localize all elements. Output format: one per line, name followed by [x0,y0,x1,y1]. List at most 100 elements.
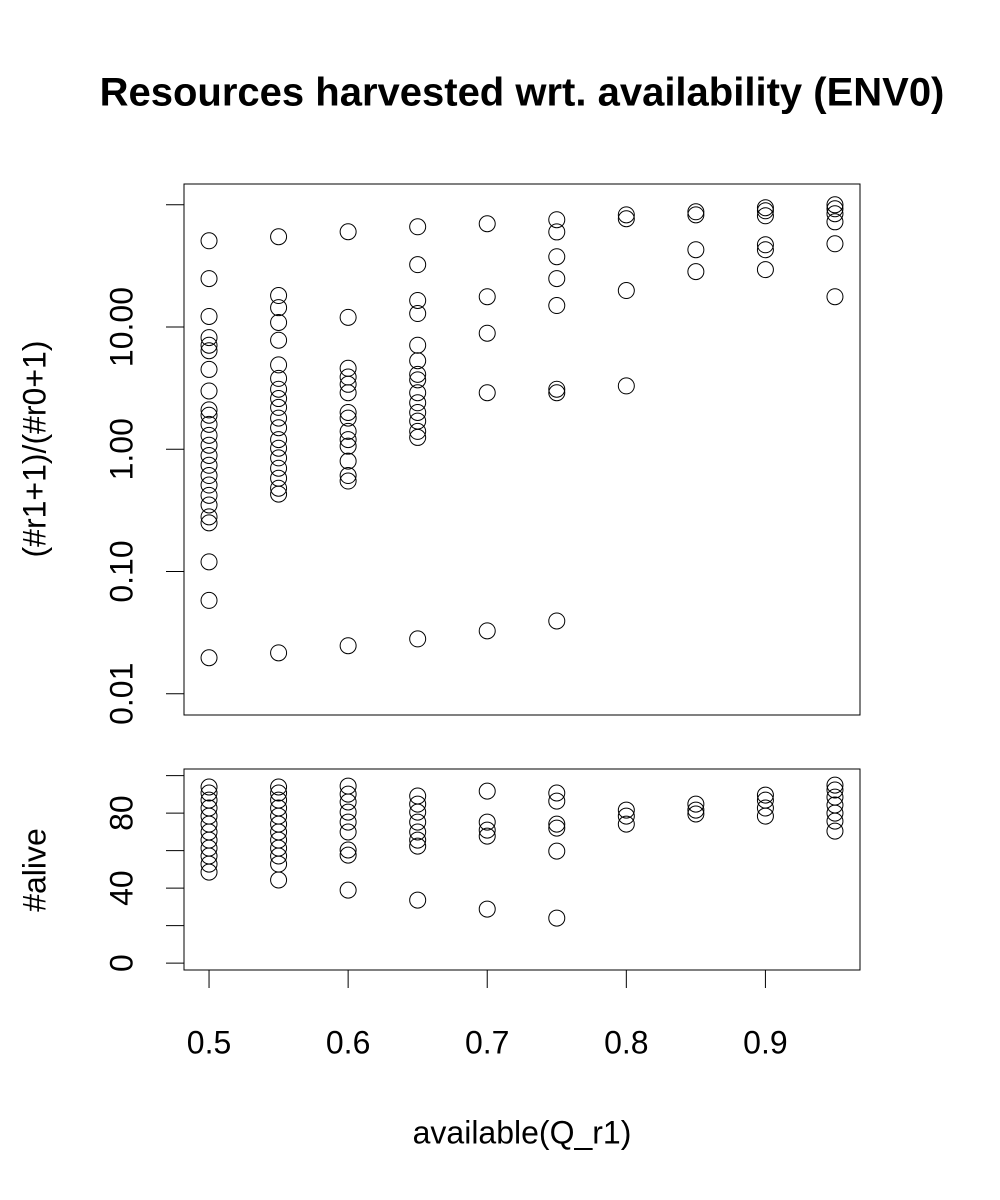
data-point [270,313,288,331]
data-point [200,508,218,526]
data-point [548,792,566,810]
data-point [478,324,496,342]
data-point [270,287,288,305]
data-point [409,422,427,440]
data-point [687,805,705,823]
data-point [409,218,427,236]
data-point [409,371,427,389]
data-point [270,331,288,349]
data-point [617,815,635,833]
y-tick-label: 10.00 [103,287,139,367]
data-point [409,403,427,421]
data-point [270,449,288,467]
data-point [617,210,635,228]
data-point [826,812,844,830]
chart-title: Resources harvested wrt. availability (E… [100,71,945,115]
data-point [478,821,496,839]
data-point [617,801,635,819]
data-point [339,881,357,899]
data-point [548,819,566,837]
data-point [339,384,357,402]
data-point [409,305,427,323]
data-point [200,778,218,796]
data-point [478,288,496,306]
y-tick-label: 0.10 [103,540,139,602]
data-point [478,900,496,918]
data-point [409,291,427,309]
data-point [756,202,774,220]
x-tick-label: 0.7 [465,1024,509,1060]
data-point [270,871,288,889]
data-point [339,431,357,449]
data-point [339,308,357,326]
data-point [200,336,218,354]
data-point [200,553,218,571]
data-point [200,342,218,360]
data-point [200,360,218,378]
data-point [409,795,427,813]
data-point [409,831,427,849]
data-point [339,841,357,859]
data-point [200,446,218,464]
data-point [478,384,496,402]
data-point [548,223,566,241]
data-point [687,801,705,819]
data-point [548,270,566,288]
y-tick-label: 0.01 [103,663,139,725]
data-point [200,401,218,419]
data-point [826,781,844,799]
data-point [200,496,218,514]
data-point [200,467,218,485]
data-point [409,384,427,402]
data-point [270,644,288,662]
data-point [687,206,705,224]
data-point [617,377,635,395]
data-point [409,352,427,370]
data-point [270,485,288,503]
data-point [687,241,705,259]
data-point [200,406,218,424]
data-point [478,813,496,831]
data-point [270,431,288,449]
data-point [826,288,844,306]
data-point [826,235,844,253]
data-point [687,263,705,281]
y-tick-label: 1.00 [103,418,139,480]
data-point [409,803,427,821]
data-point [339,437,357,455]
x-tick-label: 0.9 [743,1024,787,1060]
data-point [200,232,218,250]
data-point [200,649,218,667]
data-point [826,804,844,822]
data-point [756,261,774,279]
data-point [270,228,288,246]
data-point [270,778,288,796]
y-tick-label: 0 [103,954,139,972]
data-point [756,807,774,825]
data-point [409,365,427,383]
data-point [548,815,566,833]
x-tick-label: 0.8 [604,1024,648,1060]
x-tick-label: 0.5 [187,1024,231,1060]
data-point [548,612,566,630]
data-point [617,807,635,825]
data-point [409,891,427,909]
data-point [409,813,427,831]
data-point [617,206,635,224]
data-point [200,270,218,288]
data-point [339,422,357,440]
data-point [200,307,218,325]
data-point [270,356,288,374]
data-point [270,369,288,387]
data-point [339,403,357,421]
data-point [548,297,566,315]
data-point [270,299,288,317]
data-point [270,784,288,802]
data-point [756,199,774,217]
data-point [270,380,288,398]
data-point [339,467,357,485]
data-point [548,211,566,229]
y-axis-label: #alive [16,828,52,912]
y-tick-label: 80 [103,795,139,831]
